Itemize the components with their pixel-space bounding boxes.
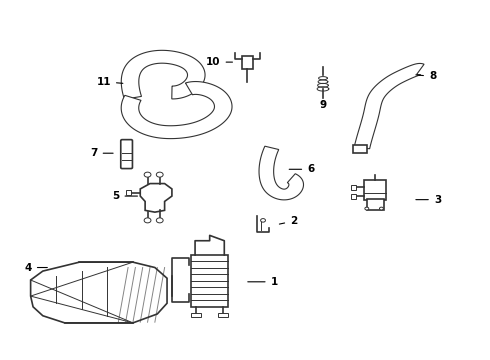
Circle shape xyxy=(261,219,266,222)
Text: 5: 5 xyxy=(112,191,138,201)
Circle shape xyxy=(144,172,151,177)
Circle shape xyxy=(156,172,163,177)
Circle shape xyxy=(144,218,151,223)
Text: 10: 10 xyxy=(206,57,232,67)
Text: 1: 1 xyxy=(248,277,278,287)
Polygon shape xyxy=(354,63,424,149)
Text: 7: 7 xyxy=(90,148,113,158)
Circle shape xyxy=(365,207,369,210)
Polygon shape xyxy=(121,82,232,139)
Polygon shape xyxy=(30,262,167,323)
Bar xyxy=(367,199,384,210)
Text: 9: 9 xyxy=(319,100,326,110)
Polygon shape xyxy=(140,184,172,212)
Polygon shape xyxy=(259,146,303,200)
Bar xyxy=(192,313,201,317)
Circle shape xyxy=(379,207,383,210)
Text: 8: 8 xyxy=(416,71,436,81)
Bar xyxy=(351,194,356,199)
Bar xyxy=(218,313,228,317)
Bar xyxy=(125,190,131,195)
Text: 2: 2 xyxy=(279,216,297,226)
Circle shape xyxy=(156,218,163,223)
Bar xyxy=(192,255,228,307)
Bar xyxy=(365,180,386,200)
Bar xyxy=(242,56,253,68)
FancyBboxPatch shape xyxy=(121,140,132,168)
Text: 6: 6 xyxy=(289,164,315,174)
Bar xyxy=(351,185,356,190)
Text: 3: 3 xyxy=(416,195,441,204)
Bar xyxy=(353,145,367,153)
Text: 4: 4 xyxy=(24,262,48,273)
Polygon shape xyxy=(121,50,205,99)
Text: 11: 11 xyxy=(97,77,123,87)
